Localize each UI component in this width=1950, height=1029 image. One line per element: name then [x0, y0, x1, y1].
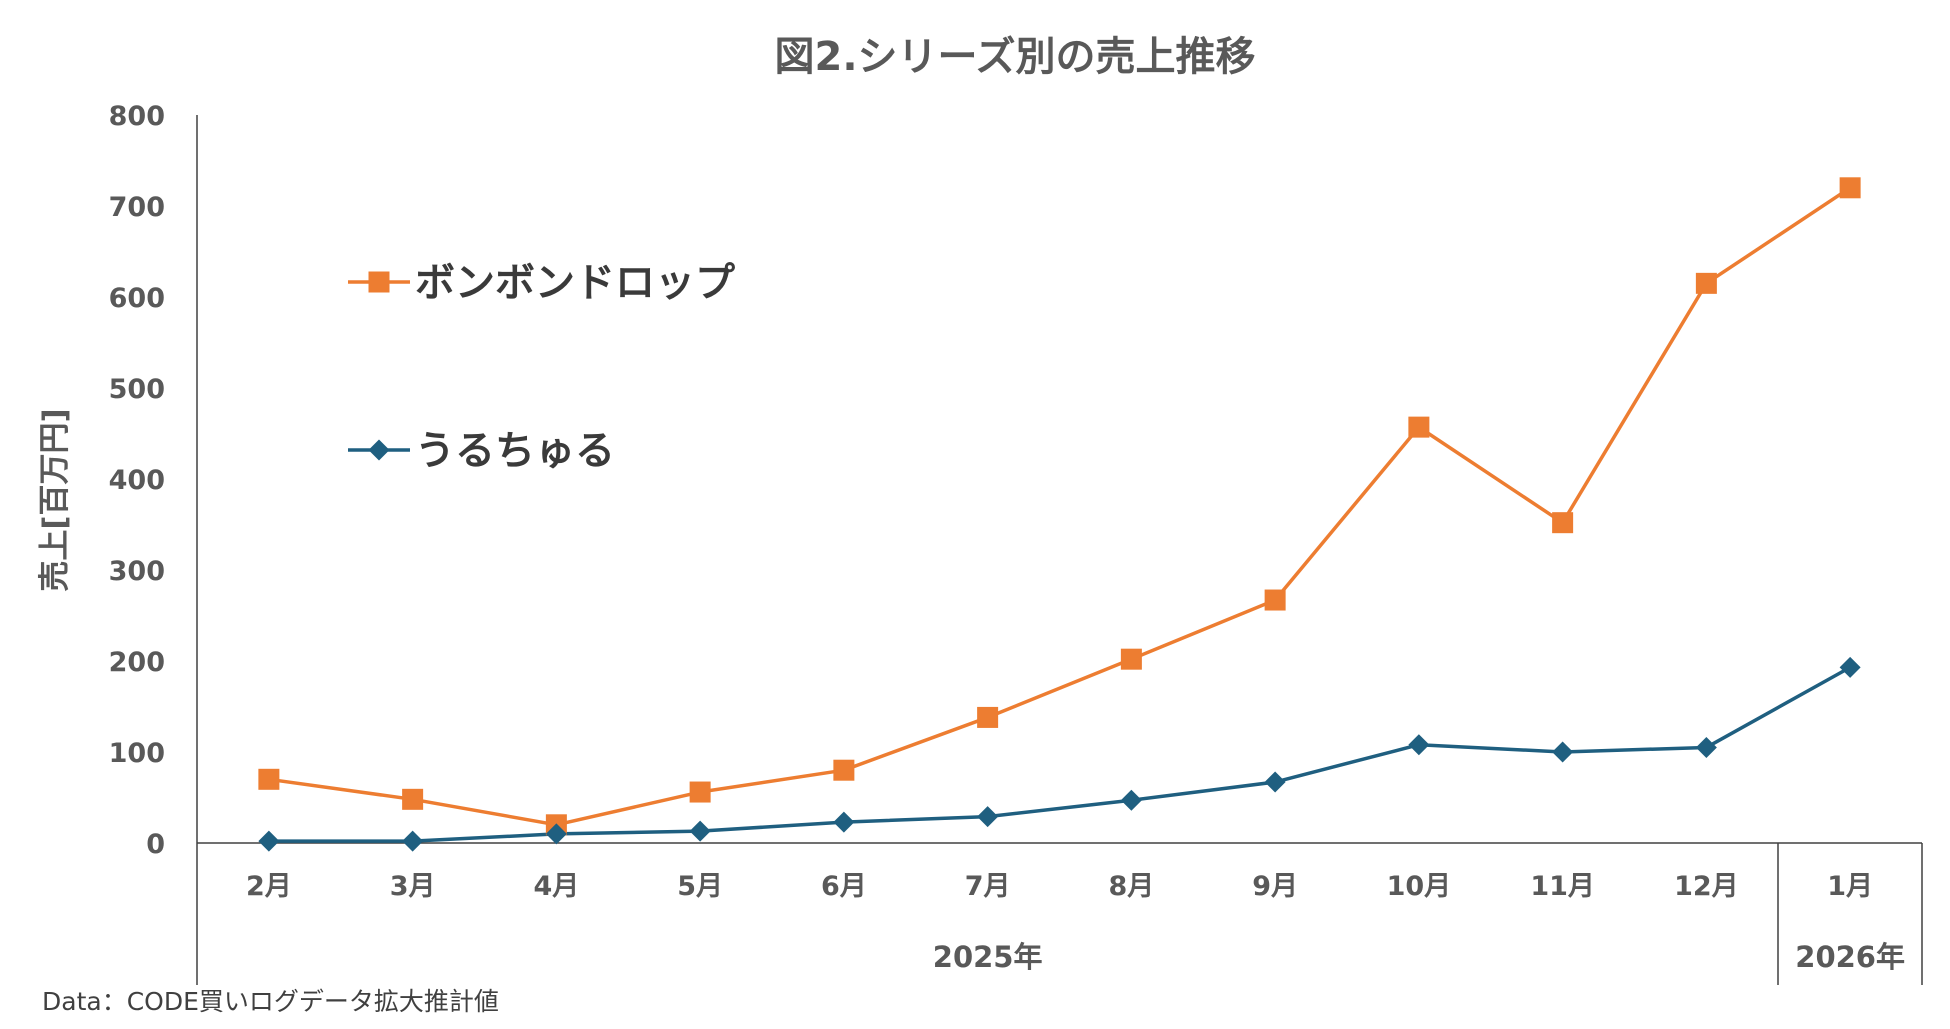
x-tick-labels: 2月 3月 4月 5月 6月 7月 8月 9月 10月 11月 12月 1月: [246, 871, 1873, 902]
x-tick-label: 9月: [1252, 871, 1298, 902]
legend-label: うるちゅる: [415, 428, 615, 474]
data-point-marker: [1120, 789, 1142, 811]
x-tick-label: 4月: [533, 871, 579, 902]
data-point-marker: [1695, 736, 1717, 758]
data-point-marker: [1120, 648, 1142, 670]
y-axis-label: 売上[百万円]: [37, 408, 73, 591]
source-note: Data：CODE買いログデータ拡大推計値: [42, 987, 499, 1016]
data-point-marker: [689, 781, 711, 803]
data-point-marker: [833, 759, 855, 781]
data-point-marker: [833, 811, 855, 833]
y-tick-label: 800: [109, 101, 165, 132]
legend-label: ボンボンドロップ: [415, 260, 735, 306]
data-point-marker: [402, 788, 424, 810]
x-tick-label: 2月: [246, 871, 292, 902]
year-group-label: 2025年: [933, 940, 1043, 974]
x-tick-label: 10月: [1387, 871, 1452, 902]
data-point-marker: [1695, 272, 1717, 294]
year-group-label: 2026年: [1795, 940, 1905, 974]
x-tick-label: 1月: [1827, 871, 1873, 902]
data-point-marker: [1408, 734, 1430, 756]
legend-swatch-marker: [368, 271, 390, 293]
y-tick-label: 400: [109, 465, 165, 496]
data-point-marker: [1552, 741, 1574, 763]
data-point-marker: [1552, 512, 1574, 534]
series-line: [268, 665, 1851, 843]
data-point-marker: [545, 823, 567, 845]
x-tick-label: 5月: [677, 871, 723, 902]
data-point-marker: [258, 768, 280, 790]
series-line: [268, 186, 1852, 827]
series-lines: [268, 186, 1852, 843]
data-point-marker: [977, 706, 999, 728]
y-tick-label: 300: [109, 556, 165, 587]
data-point-marker: [258, 830, 280, 852]
y-tick-label: 0: [146, 829, 165, 860]
y-axis-label-group: 売上[百万円]: [37, 408, 73, 591]
y-tick-label: 700: [109, 192, 165, 223]
data-point-marker: [1839, 177, 1861, 199]
data-point-marker: [1264, 771, 1286, 793]
data-point-marker: [1264, 589, 1286, 611]
x-tick-label: 6月: [821, 871, 867, 902]
data-point-marker: [1408, 416, 1430, 438]
x-tick-label: 11月: [1530, 871, 1595, 902]
x-tick-label: 12月: [1674, 871, 1739, 902]
y-tick-labels: 0 100 200 300 400 500 600 700 800: [109, 101, 165, 860]
data-point-marker: [402, 830, 424, 852]
x-tick-label: 7月: [965, 871, 1011, 902]
series-markers: [258, 177, 1861, 852]
legend-swatch-marker: [368, 439, 390, 461]
chart-title: 図2.シリーズ別の売上推移: [774, 34, 1255, 80]
y-tick-label: 600: [109, 283, 165, 314]
data-point-marker: [977, 806, 999, 828]
y-tick-label: 200: [109, 647, 165, 678]
x-tick-label: 3月: [390, 871, 436, 902]
year-group-labels: 2025年 2026年: [933, 940, 1905, 974]
y-tick-label: 100: [109, 738, 165, 769]
y-tick-label: 500: [109, 374, 165, 405]
x-tick-label: 8月: [1108, 871, 1154, 902]
data-point-marker: [689, 820, 711, 842]
data-point-marker: [1839, 656, 1861, 678]
